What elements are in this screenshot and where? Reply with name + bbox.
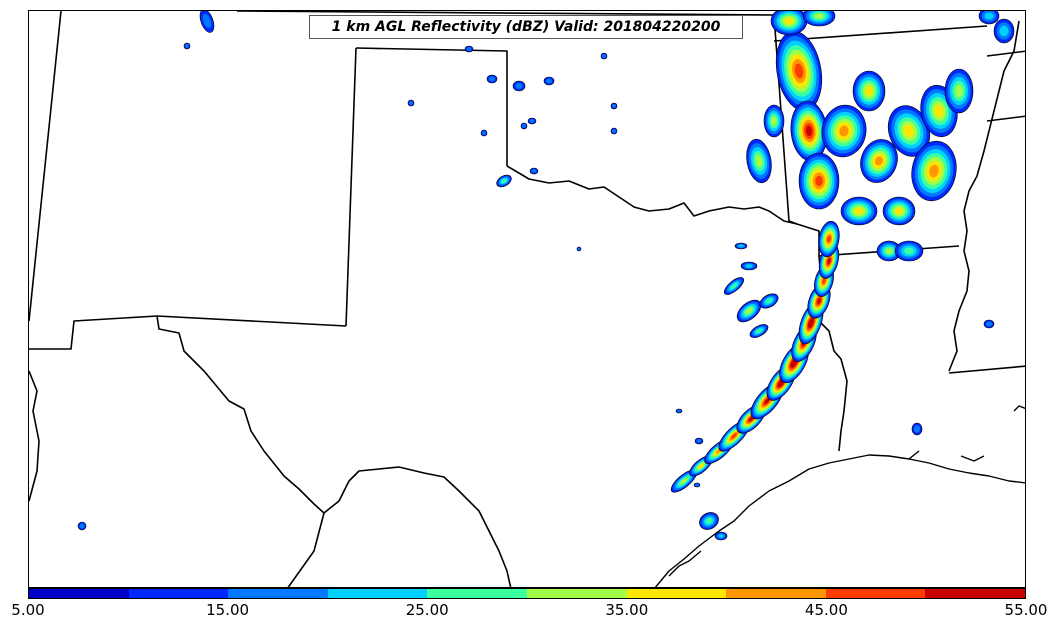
echo-cell [677, 409, 681, 413]
echo-cell [602, 54, 606, 58]
colorbar-segment [327, 589, 428, 598]
echo-cell [999, 25, 1009, 37]
echo-cell [764, 397, 770, 405]
echo-cell [895, 207, 903, 215]
echo-cell [482, 131, 486, 135]
colorbar-segment [228, 589, 328, 598]
colorbar-segment [626, 589, 727, 598]
echo-cell [934, 104, 944, 118]
echo-cell [904, 247, 914, 255]
echo-cell [696, 439, 702, 443]
echo-cell [738, 244, 744, 248]
echo-cell [730, 283, 738, 289]
echo-cell [822, 278, 826, 284]
echo-cell [515, 82, 523, 90]
colorbar-segment [925, 589, 1025, 598]
echo-cell [984, 12, 994, 20]
colorbar-segment [825, 589, 926, 598]
echo-cell [745, 264, 753, 268]
echo-cell [745, 307, 753, 315]
echo-cell [771, 116, 777, 126]
colorbar [28, 588, 1026, 599]
echo-cell [577, 247, 581, 251]
echo-cell [903, 124, 915, 138]
echo-cell [827, 258, 831, 264]
state-boundaries [29, 11, 1025, 587]
echo-cell [185, 44, 189, 48]
echo-cell [529, 119, 535, 123]
echo-cell [202, 13, 212, 29]
reflectivity-echoes [77, 11, 1015, 541]
echo-cell [794, 63, 804, 79]
echo-cell [809, 319, 813, 327]
echo-cell [698, 463, 704, 469]
echo-cell [875, 156, 883, 166]
echo-cell [839, 125, 849, 137]
echo-cell [695, 483, 699, 487]
echo-cell [501, 178, 507, 184]
map-title-text: 1 km AGL Reflectivity (dBZ) Valid: 20180… [331, 19, 721, 35]
echo-cell [748, 416, 754, 422]
colorbar-tick-label: 35.00 [605, 601, 649, 619]
echo-cell [784, 17, 794, 25]
echo-cell [531, 169, 537, 173]
map-canvas [29, 11, 1025, 587]
echo-cell [466, 47, 472, 51]
echo-cell [79, 523, 85, 529]
map-title: 1 km AGL Reflectivity (dBZ) Valid: 20180… [309, 15, 743, 39]
colorbar-segment [427, 589, 527, 598]
echo-cell [854, 207, 864, 215]
echo-cell [791, 360, 797, 366]
colorbar-segment [526, 589, 627, 598]
echo-cell [545, 78, 553, 84]
colorbar-tick-label: 55.00 [1004, 601, 1048, 619]
colorbar-tick-label: 45.00 [804, 601, 848, 619]
echo-cell [815, 175, 823, 187]
echo-cell [755, 328, 763, 334]
echo-cell [488, 76, 496, 82]
echo-cell [885, 248, 893, 254]
echo-cell [929, 164, 939, 178]
echo-cell [731, 433, 737, 439]
echo-cell [765, 298, 773, 304]
echo-cell [817, 298, 821, 304]
colorbar-segment [128, 589, 229, 598]
coastline [654, 405, 1025, 587]
echo-cell [955, 84, 963, 98]
echo-cell [805, 126, 813, 136]
colorbar-tick-label: 25.00 [405, 601, 449, 619]
echo-cell [913, 425, 921, 433]
echo-cell [409, 101, 413, 105]
echo-cell [522, 124, 526, 128]
echo-cell [865, 86, 873, 96]
echo-cell [718, 534, 724, 538]
echo-cell [814, 13, 824, 19]
map-frame [28, 10, 1026, 588]
echo-cell [755, 154, 763, 168]
echo-cell [612, 104, 616, 108]
echo-cell [827, 235, 831, 243]
colorbar-tick-label: 15.00 [206, 601, 250, 619]
echo-cell [612, 129, 616, 133]
colorbar-segment [726, 589, 826, 598]
echo-cell [705, 518, 713, 524]
colorbar-tick-label: 5.00 [11, 601, 45, 619]
echo-cell [680, 477, 688, 485]
colorbar-segment [29, 589, 129, 598]
echo-cell [985, 321, 993, 327]
